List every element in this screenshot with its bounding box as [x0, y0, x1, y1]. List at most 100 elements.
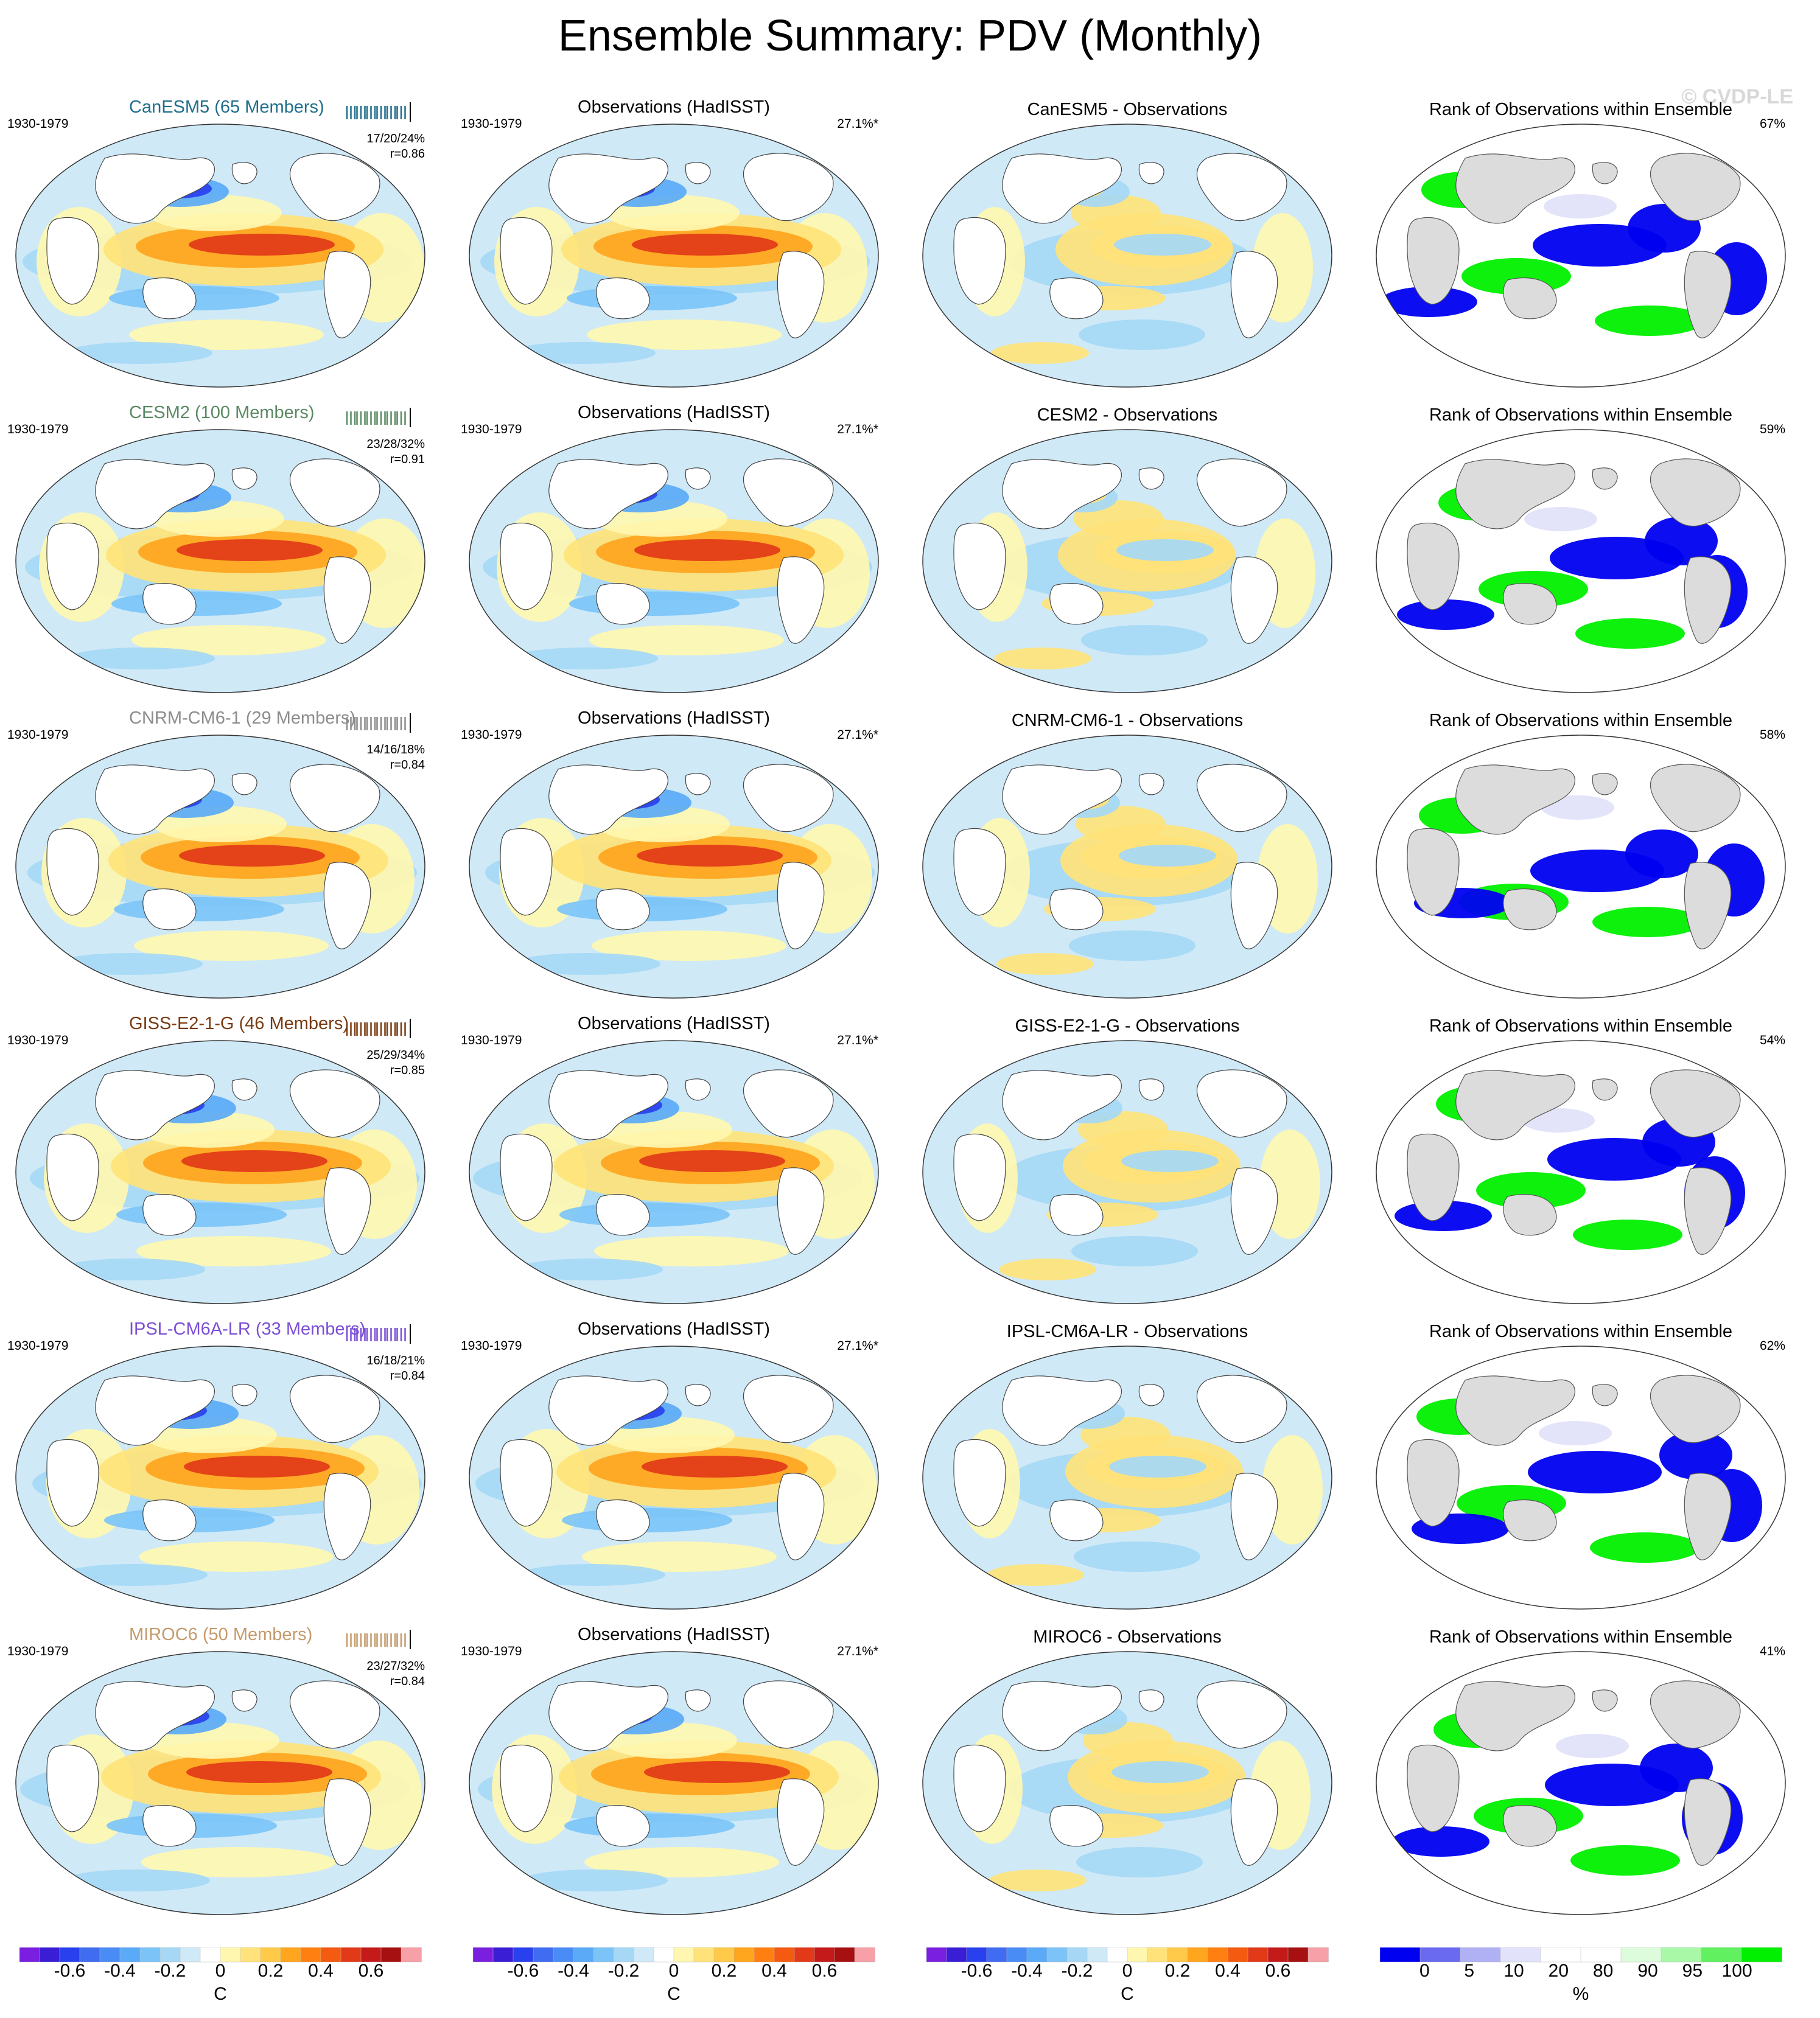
rank-percent: 58%: [1759, 728, 1785, 742]
colorbar-rank: 0 5 10 20 80 90 95 100%: [1368, 1947, 1794, 2014]
colorbar-swatch: [59, 1947, 80, 1963]
panel-title: Rank of Observations within Ensemble: [1429, 1322, 1733, 1341]
colorbar-swatch: [1307, 1947, 1329, 1963]
panel-obs-row1: Observations (HadISST) 1930-1979 27.1%*: [461, 97, 887, 396]
colorbar-tick: 0.6: [811, 1961, 838, 1981]
panel-diff-row2: CESM2 - Observations: [914, 403, 1340, 701]
stats-pct: 23/27/32%: [366, 1660, 425, 1673]
rank-map: [1376, 1651, 1786, 1915]
sst-map: [922, 1040, 1332, 1304]
obs-percent: 27.1%*: [837, 117, 878, 131]
panel-title: CanESM5 (65 Members): [129, 97, 324, 117]
panel-rank-row1: Rank of Observations within Ensemble 67%: [1368, 97, 1794, 396]
panel-diff-row5: IPSL-CM6A-LR - Observations: [914, 1319, 1340, 1618]
colorbar-swatch: [159, 1947, 181, 1963]
colorbar-swatch: [966, 1947, 987, 1963]
rank-percent: 59%: [1759, 422, 1785, 436]
colorbar-tick: 0.6: [1265, 1961, 1291, 1981]
colorbar-swatch: [553, 1947, 574, 1963]
panel-diff-row1: CanESM5 - Observations: [914, 97, 1340, 396]
rank-percent: 62%: [1759, 1339, 1785, 1353]
sst-map: [922, 429, 1332, 693]
rank-map: [1376, 124, 1786, 388]
sst-map: [922, 735, 1332, 999]
ensemble-spread-ticks: [346, 1019, 411, 1038]
stats-corr: r=0.84: [390, 1369, 425, 1383]
period-label: 1930-1979: [7, 422, 69, 436]
colorbar-swatch: [794, 1947, 815, 1963]
colorbar-swatch: [180, 1947, 201, 1963]
panel-title: IPSL-CM6A-LR (33 Members): [129, 1319, 366, 1339]
panel-rank-row6: Rank of Observations within Ensemble 41%: [1368, 1625, 1794, 1923]
colorbar-swatch: [1127, 1947, 1148, 1963]
colorbar-tick: -0.2: [607, 1961, 640, 1981]
colorbar-swatch: [533, 1947, 554, 1963]
colorbar-swatch: [340, 1947, 362, 1963]
panel-title: Rank of Observations within Ensemble: [1429, 1627, 1733, 1647]
colorbar-swatch: [1267, 1947, 1289, 1963]
colorbar-tick: 0.2: [711, 1961, 737, 1981]
rank-map: [1376, 1040, 1786, 1304]
model-stats: 25/29/34% r=0.85: [366, 1048, 425, 1078]
colorbar-swatch: [1379, 1947, 1421, 1963]
rank-map: [1376, 429, 1786, 693]
colorbar-swatch: [300, 1947, 321, 1963]
model-stats: 16/18/21% r=0.84: [366, 1353, 425, 1384]
ensemble-spread-ticks: [346, 102, 411, 122]
sst-map: [469, 124, 879, 388]
colorbar-tick: -0.6: [961, 1961, 993, 1981]
colorbar-swatches: [926, 1947, 1329, 1963]
stats-corr: r=0.84: [390, 1675, 425, 1688]
colorbar-tick: 0: [1419, 1961, 1430, 1981]
sst-map: [922, 1346, 1332, 1610]
ensemble-spread-ticks: [346, 408, 411, 427]
panel-model-row1: CanESM5 (65 Members) 1930-1979 17/20/24% r=…: [7, 97, 433, 396]
obs-percent: 27.1%*: [837, 728, 878, 742]
panel-title: CanESM5 - Observations: [1027, 100, 1228, 119]
period-label: 1930-1979: [461, 117, 522, 131]
stats-pct: 25/29/34%: [366, 1049, 425, 1062]
colorbar-tick: 0.2: [1164, 1961, 1191, 1981]
model-stats: 23/27/32% r=0.84: [366, 1659, 425, 1689]
panel-model-row3: CNRM-CM6-1 (29 Members) 1930-1979 14/16/18…: [7, 708, 433, 1007]
colorbar-temp-1: -0.6 -0.4 -0.2 0 0.2 0.4 0.6 C: [7, 1947, 433, 2014]
sst-map: [15, 429, 425, 693]
colorbar-tick: 80: [1592, 1961, 1614, 1981]
panel-title: Observations (HadISST): [578, 708, 770, 728]
colorbar-tick: 100: [1721, 1961, 1752, 1981]
obs-percent: 27.1%*: [837, 422, 878, 436]
colorbar-swatch: [1247, 1947, 1269, 1963]
panel-obs-row4: Observations (HadISST) 1930-1979 27.1%*: [461, 1014, 887, 1312]
panel-title: MIROC6 - Observations: [1033, 1627, 1222, 1647]
colorbar-unit: C: [667, 1984, 681, 2004]
colorbar-swatch: [1167, 1947, 1188, 1963]
colorbar-tick: 0.4: [1215, 1961, 1241, 1981]
panel-title: Rank of Observations within Ensemble: [1429, 1016, 1733, 1036]
colorbar-swatch: [713, 1947, 735, 1963]
colorbar-swatch: [139, 1947, 161, 1963]
colorbar-swatch: [946, 1947, 967, 1963]
model-stats: 17/20/24% r=0.86: [366, 131, 425, 162]
colorbar-swatch: [39, 1947, 60, 1963]
watermark: © CVDP-LE: [1681, 85, 1793, 108]
colorbar-tick: -0.2: [154, 1961, 186, 1981]
period-label: 1930-1979: [7, 1644, 69, 1658]
sst-map: [469, 429, 879, 693]
period-label: 1930-1979: [7, 117, 69, 131]
colorbar-swatch: [1107, 1947, 1128, 1963]
panel-title: Rank of Observations within Ensemble: [1429, 405, 1733, 425]
panel-title: MIROC6 (50 Members): [129, 1625, 313, 1644]
stats-corr: r=0.86: [390, 147, 425, 161]
colorbar-swatch: [513, 1947, 534, 1963]
panel-diff-row6: MIROC6 - Observations: [914, 1625, 1340, 1923]
colorbar-swatch: [1026, 1947, 1048, 1963]
colorbar-swatch: [633, 1947, 654, 1963]
colorbar-swatch: [854, 1947, 875, 1963]
colorbar-swatch: [653, 1947, 674, 1963]
colorbar-swatch: [1147, 1947, 1168, 1963]
colorbar-swatch: [99, 1947, 121, 1963]
period-label: 1930-1979: [461, 422, 522, 436]
colorbar-tick: 0: [668, 1961, 679, 1981]
colorbar-swatch: [380, 1947, 402, 1963]
colorbar-swatch: [573, 1947, 594, 1963]
